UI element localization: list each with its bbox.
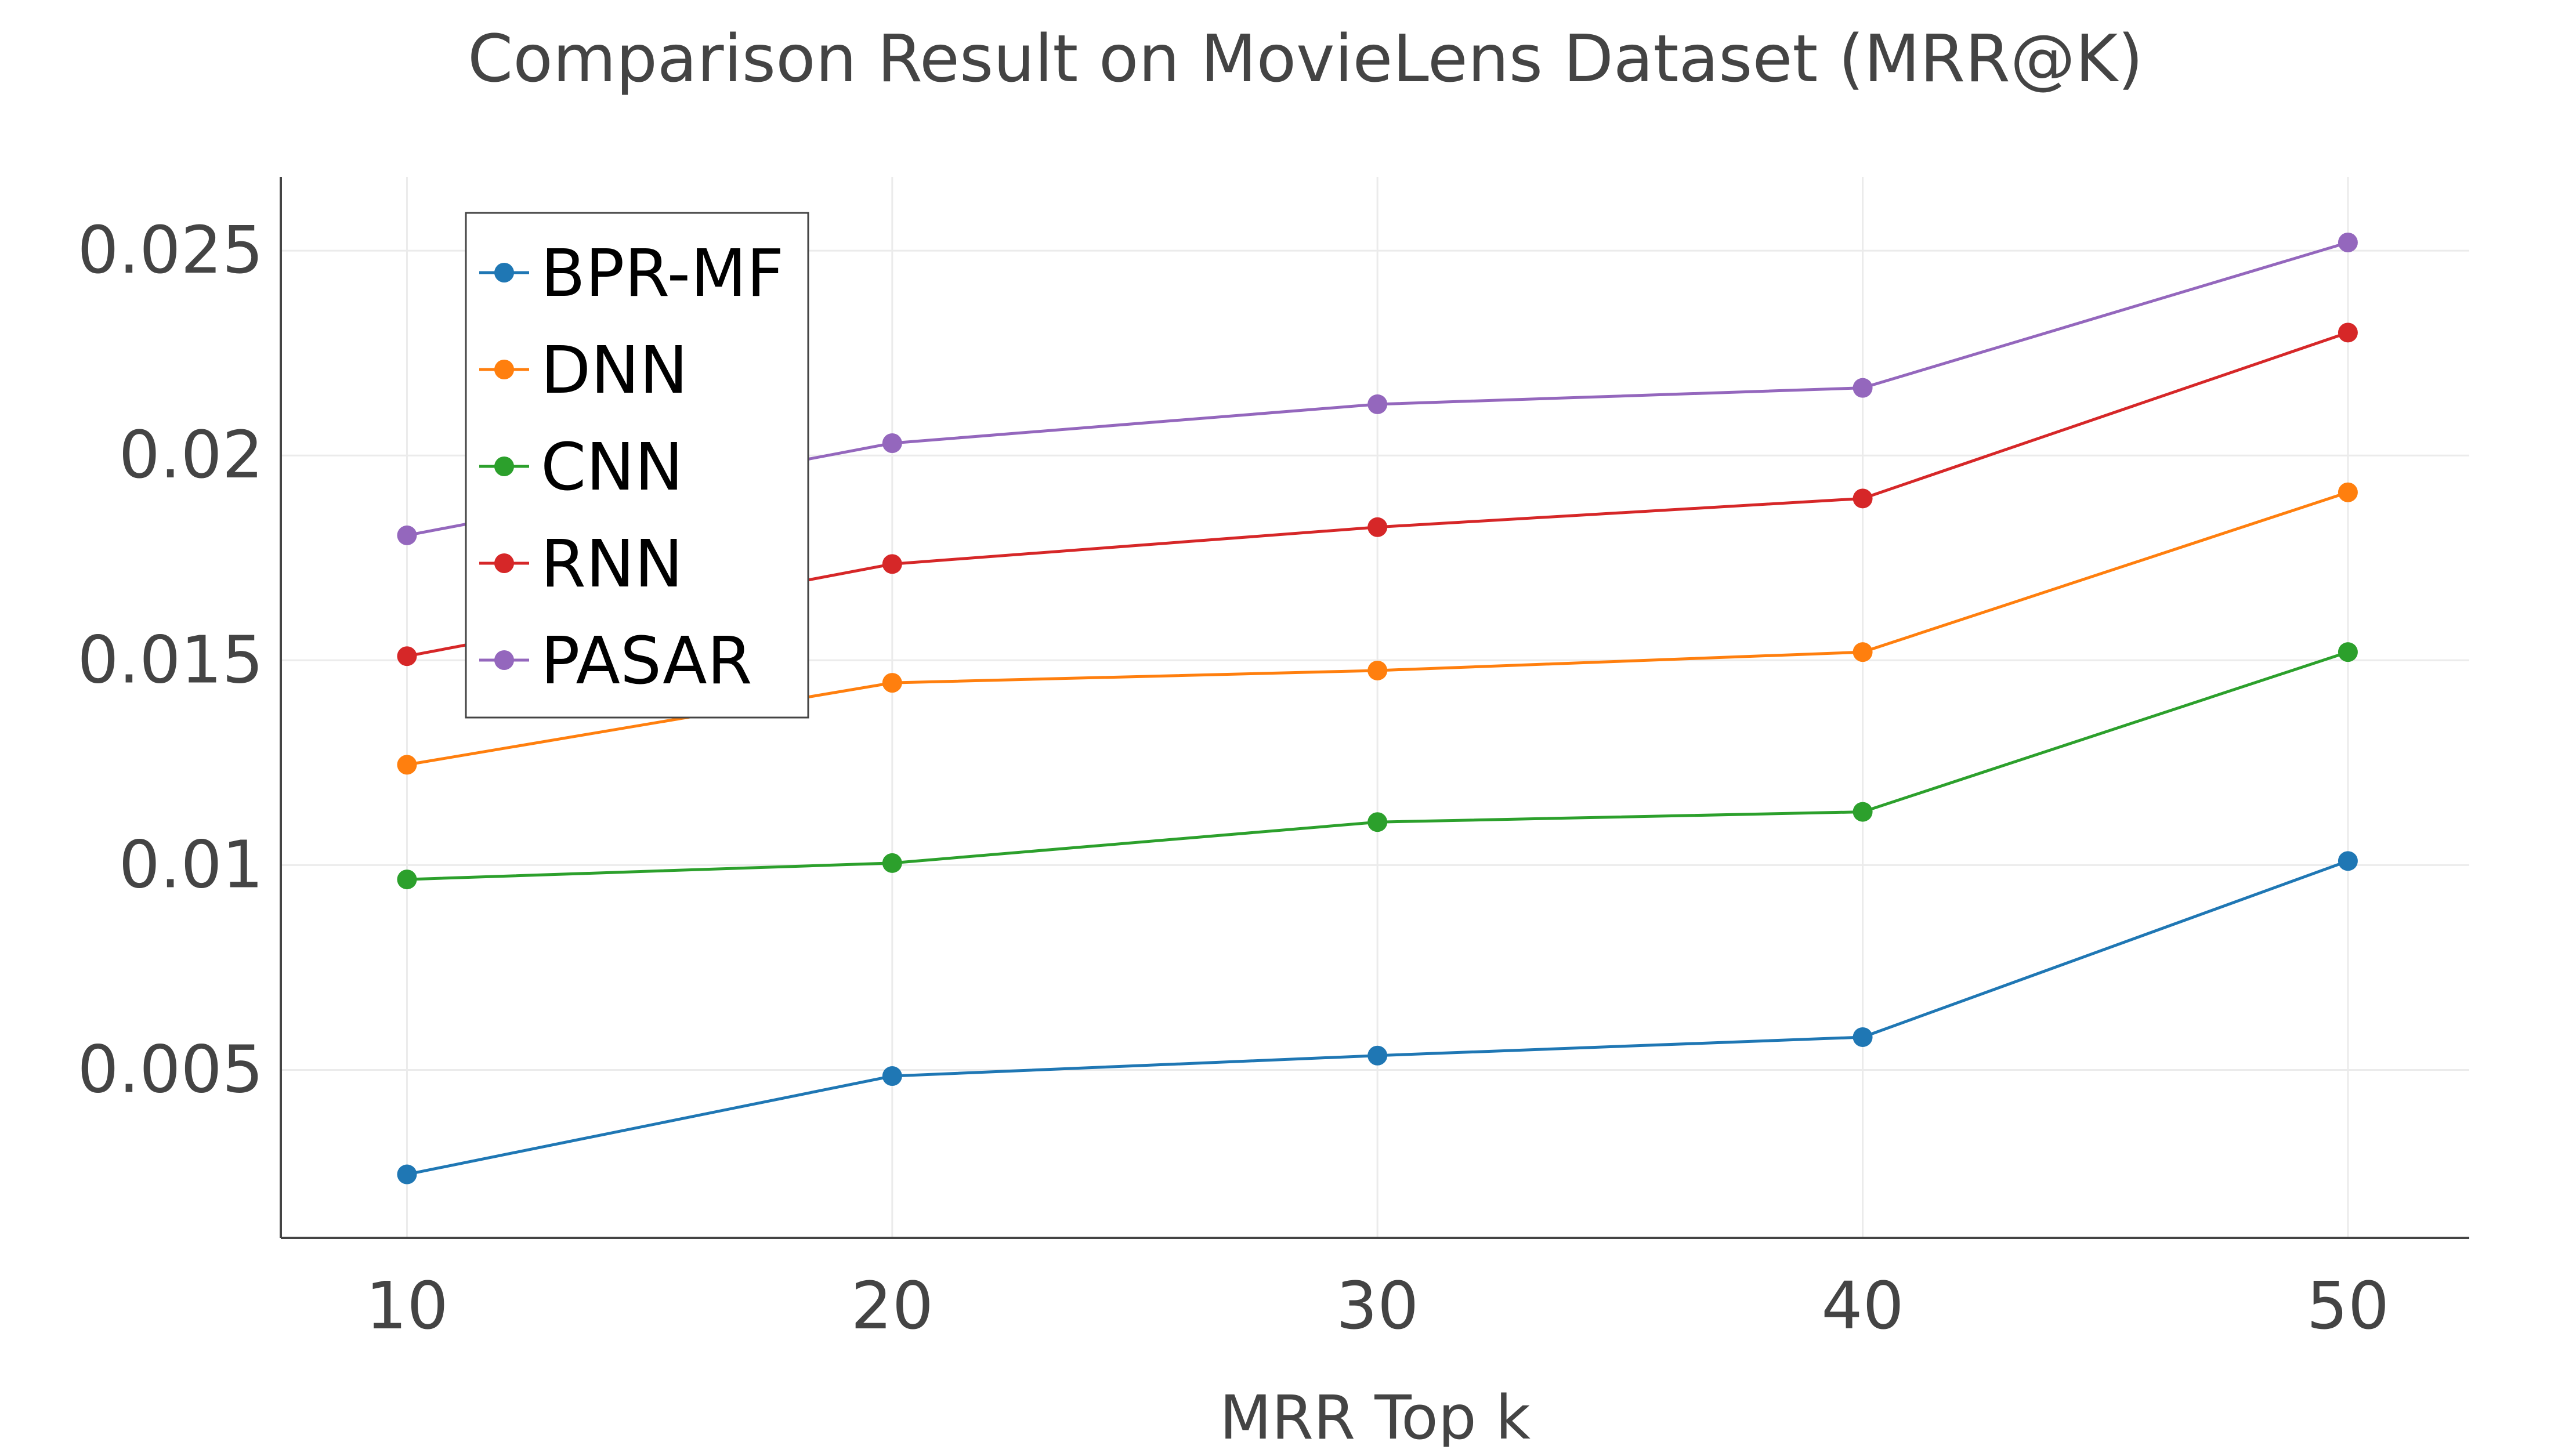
data-point-bpr-mf — [1853, 1027, 1873, 1047]
data-point-dnn — [2338, 482, 2358, 502]
series-bpr-mf — [397, 851, 2358, 1184]
legend-item-bpr-mf: BPR-MF — [479, 236, 784, 311]
data-point-pasar — [882, 433, 902, 454]
data-point-bpr-mf — [882, 1066, 902, 1086]
x-axis-label: MRR Top k — [1220, 1382, 1531, 1447]
legend: BPR-MF DNN CNN RNN PASAR — [465, 212, 809, 719]
data-point-rnn — [882, 554, 902, 574]
data-point-cnn — [397, 870, 417, 890]
data-point-rnn — [1853, 488, 1873, 509]
x-tick-label: 10 — [366, 1269, 448, 1344]
data-point-pasar — [1367, 394, 1388, 414]
data-point-pasar — [1853, 378, 1873, 398]
legend-item-rnn: RNN — [479, 527, 683, 602]
legend-label: PASAR — [541, 624, 752, 699]
data-point-cnn — [1367, 812, 1388, 832]
data-point-dnn — [1367, 660, 1388, 680]
y-tick-label: 0.025 — [77, 213, 263, 288]
legend-swatch-marker — [494, 650, 514, 670]
y-tick-label: 0.01 — [119, 827, 263, 903]
data-point-dnn — [397, 755, 417, 775]
data-point-bpr-mf — [1367, 1045, 1388, 1066]
legend-swatch-marker — [494, 263, 514, 282]
legend-item-pasar: PASAR — [479, 624, 752, 699]
data-point-cnn — [1853, 802, 1873, 822]
legend-swatch-marker — [494, 553, 514, 573]
x-tick-label: 40 — [1821, 1269, 1904, 1344]
legend-label: RNN — [541, 527, 683, 602]
data-point-rnn — [2338, 323, 2358, 343]
chart-title: Comparison Result on MovieLens Dataset (… — [468, 21, 2143, 97]
data-point-rnn — [1367, 517, 1388, 537]
x-tick-label: 30 — [1336, 1269, 1419, 1344]
legend-label: BPR-MF — [541, 236, 784, 311]
data-point-pasar — [397, 525, 417, 545]
legend-item-cnn: CNN — [479, 430, 683, 505]
legend-label: DNN — [541, 333, 688, 408]
series-cnn — [397, 642, 2358, 890]
data-point-pasar — [2338, 232, 2358, 252]
legend-item-dnn: DNN — [479, 333, 688, 408]
y-tick-label: 0.02 — [119, 418, 263, 493]
data-point-dnn — [882, 673, 902, 693]
x-tick-label: 20 — [851, 1269, 934, 1344]
legend-swatch-marker — [494, 360, 514, 379]
legend-label: CNN — [541, 430, 683, 505]
data-point-bpr-mf — [2338, 851, 2358, 871]
data-point-cnn — [882, 853, 902, 873]
data-point-bpr-mf — [397, 1164, 417, 1184]
grid-lines — [281, 177, 2469, 1238]
y-tick-label: 0.015 — [77, 622, 263, 698]
y-tick-label: 0.005 — [77, 1032, 263, 1107]
legend-swatch-marker — [494, 457, 514, 476]
data-point-dnn — [1853, 642, 1873, 662]
x-tick-label: 50 — [2307, 1269, 2390, 1344]
data-point-cnn — [2338, 642, 2358, 662]
data-point-rnn — [397, 646, 417, 666]
tick-labels: 10 20 30 40 50 0.005 0.01 0.015 0.02 0.025 — [77, 213, 2389, 1344]
axes — [280, 177, 2469, 1239]
